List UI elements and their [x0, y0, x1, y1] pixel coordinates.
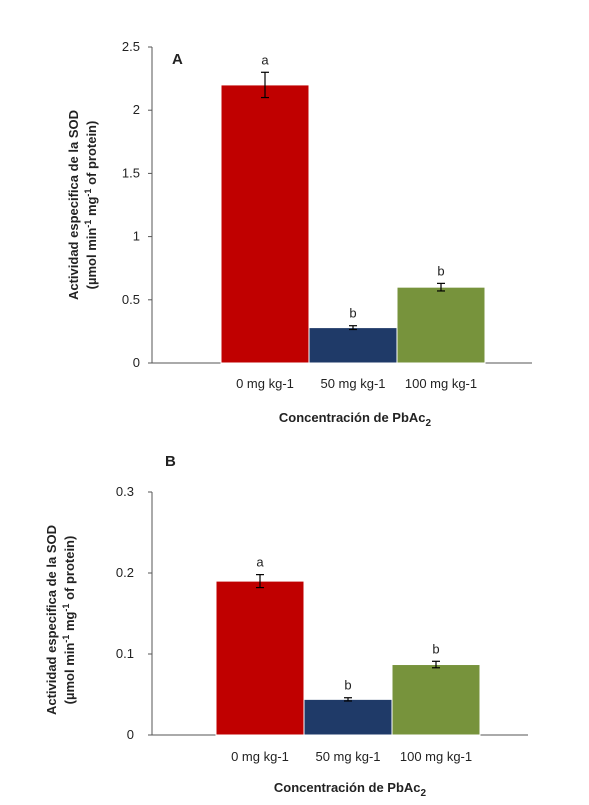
significance-letter-100-a: b — [437, 263, 444, 278]
y-tick-label-a: 1 — [133, 229, 140, 244]
bar-50-mg-b — [303, 698, 393, 736]
bar-0-mg-a — [220, 84, 310, 364]
y-tick-label-a: 2 — [133, 102, 140, 117]
x-tick-label-100-b: 100 mg kg-1 — [400, 749, 472, 764]
x-tick-label-0-b: 0 mg kg-1 — [231, 749, 289, 764]
y-tick-label-a: 1.5 — [122, 165, 140, 180]
y-tick-label-b: 0.3 — [116, 484, 134, 499]
x-ticks-b: 0 mg kg-1 50 mg kg-1 100 mg kg-1 — [231, 749, 472, 764]
y-tick-label-b: 0.1 — [116, 646, 134, 661]
y-tick-label-a: 0 — [133, 355, 140, 370]
y-tick-label-a: 0.5 — [122, 292, 140, 307]
bar-100-mg-b — [391, 664, 481, 736]
y-ticks-b: 0 0.1 0.2 0.3 — [116, 484, 152, 742]
significance-letter-0-b: a — [256, 555, 264, 570]
y-tick-label-b: 0 — [127, 727, 134, 742]
bar-0-mg-b — [215, 580, 305, 736]
x-axis-label-a: Concentración de PbAc2 — [279, 410, 432, 429]
panel-b: B 0 0.1 0.2 0.3 a b b 0 mg kg-1 50 mg kg-1 100 … — [44, 453, 528, 799]
y-axis-label-b-line1: Actividad especifica de la SOD — [44, 525, 59, 715]
y-tick-label-a: 2.5 — [122, 39, 140, 54]
panel-label-a: A — [172, 51, 183, 68]
bar-100-mg-a — [396, 286, 486, 364]
significance-letter-100-b: b — [432, 641, 439, 656]
x-tick-label-100-a: 100 mg kg-1 — [405, 376, 477, 391]
bars-b: a b b — [215, 555, 481, 736]
y-axis-label-a-line1: Actividad especifica de la SOD — [66, 110, 81, 300]
x-tick-label-0-a: 0 mg kg-1 — [236, 376, 294, 391]
significance-letter-0-a: a — [261, 52, 269, 67]
y-tick-label-b: 0.2 — [116, 565, 134, 580]
bar-50-mg-a — [308, 327, 398, 364]
significance-letter-50-b: b — [344, 678, 351, 693]
x-tick-label-50-a: 50 mg kg-1 — [320, 376, 385, 391]
x-ticks-a: 0 mg kg-1 50 mg kg-1 100 mg kg-1 — [236, 376, 477, 391]
y-ticks-a: 0 0.5 1 1.5 2 2.5 — [122, 39, 152, 370]
panel-a: A 0 0.5 1 1.5 2 2.5 a b b 0 mg kg-1 50 mg kg-1 10… — [66, 39, 532, 429]
significance-letter-50-a: b — [349, 306, 356, 321]
x-tick-label-50-b: 50 mg kg-1 — [315, 749, 380, 764]
panel-label-b: B — [165, 453, 176, 470]
bars-a: a b b — [220, 52, 486, 364]
y-axis-label-b-line2: (µmol min-1 mg-1 of protein) — [61, 536, 77, 705]
x-axis-label-b: Concentración de PbAc2 — [274, 780, 427, 799]
y-axis-label-a-line2: (µmol min-1 mg-1 of protein) — [83, 121, 99, 290]
